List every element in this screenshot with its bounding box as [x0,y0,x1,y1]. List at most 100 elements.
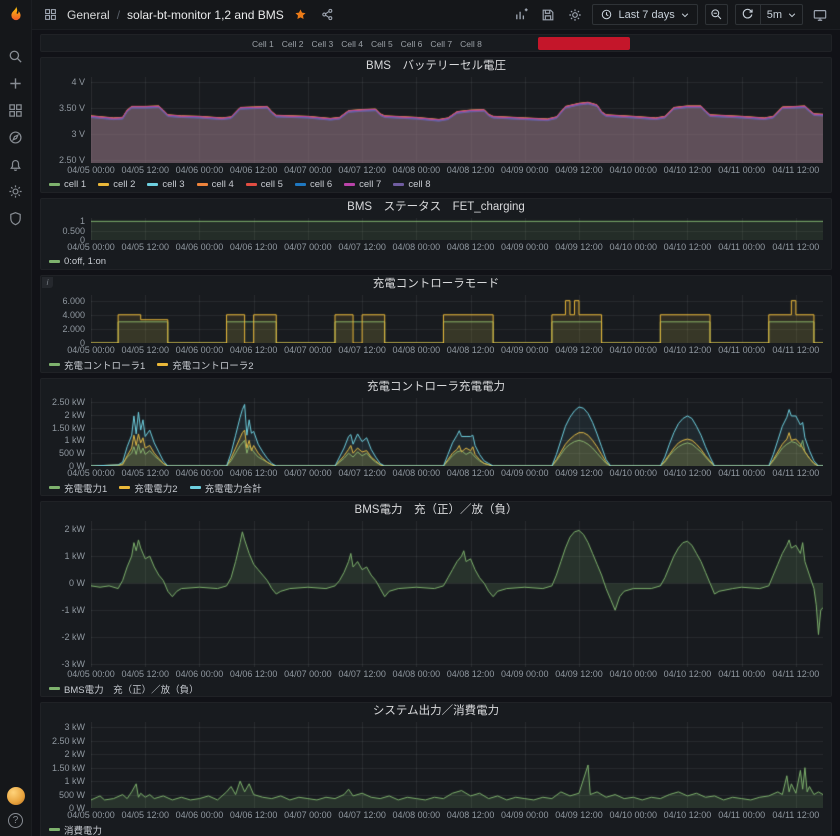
dashboard-settings-gear-icon[interactable] [565,5,585,25]
panel-title[interactable]: BMS電力 充（正）／放（負） [354,504,518,516]
x-axis-tick: 04/10 00:00 [609,345,657,355]
legend-color-mark [196,183,208,186]
legend-color-mark [393,183,405,186]
x-axis-tick: 04/05 00:00 [67,468,115,478]
legend-item[interactable]: cell 8 [393,179,431,190]
legend-color-mark [49,687,60,690]
chart-bms-power[interactable] [91,521,823,667]
x-axis-tick: 04/08 00:00 [392,165,441,175]
explore-compass-icon[interactable] [7,128,25,146]
legend-item[interactable]: 充電コントローラ2 [157,358,254,372]
plot-area: 4 V 3.50 V 3 V 2.50 V [41,75,831,165]
panel-title[interactable]: システム出力／消費電力 [372,705,500,717]
panel-bms-fet-charging: BMS ステータス FET_charging 1 0.500 0 04/05 00:00… [40,198,832,270]
save-dashboard-icon[interactable] [538,5,558,25]
legend-item[interactable]: 消費電力 [49,823,102,836]
legend-item[interactable]: cell 3 [147,179,185,190]
y-axis-tick: 3 V [71,129,85,140]
server-admin-shield-icon[interactable] [7,209,25,227]
x-axis-tick: 04/10 12:00 [663,345,712,355]
y-axis-tick: 3.50 V [58,103,85,114]
legend-item[interactable]: cell 7 [344,179,381,190]
favorite-star-icon[interactable] [291,5,311,25]
cell-header: Cell 1 [252,39,274,49]
x-axis-tick: 04/08 00:00 [392,345,441,355]
legend-item[interactable]: cell 6 [294,179,333,190]
legend-item[interactable]: cell 2 [98,179,135,190]
dashboards-grid-icon[interactable] [7,101,25,119]
x-axis-tick: 04/09 00:00 [500,810,549,820]
panel-title[interactable]: 充電コントローラモード [372,278,500,290]
dashboard-grid-icon[interactable] [40,5,60,25]
legend-item[interactable]: cell 1 [49,179,86,190]
configuration-gear-icon[interactable] [7,182,25,200]
legend-label: cell 5 [260,179,283,190]
y-axis-tick: 1 kW [64,776,85,787]
zoom-out-button[interactable] [704,4,728,25]
x-axis: 04/05 00:00 04/05 12:00 04/06 00:00 04/06 1… [41,468,831,480]
refresh-icon[interactable] [741,8,754,21]
x-axis-tick: 04/10 12:00 [663,669,712,679]
clipped-top-panel: Cell 1 Cell 2 Cell 3 Cell 4 Cell 5 Cell 6 Cell… [40,34,832,52]
create-plus-icon[interactable] [7,74,25,92]
x-axis: 04/05 00:00 04/05 12:00 04/06 00:00 04/06 1… [41,242,831,254]
chart-charge-controller-mode[interactable] [91,295,823,343]
legend-item[interactable]: cell 4 [196,179,234,190]
legend-color-mark [49,183,60,186]
breadcrumb-section[interactable]: General [67,7,110,22]
x-axis-tick: 04/06 00:00 [175,810,224,820]
panel-title[interactable]: BMS バッテリーセル電圧 [366,60,506,72]
x-axis: 04/05 00:00 04/05 12:00 04/06 00:00 04/06 1… [41,345,831,357]
legend-item[interactable]: 充電コントローラ1 [49,358,145,372]
legend-color-mark [119,486,131,489]
x-axis-tick: 04/06 12:00 [229,165,278,175]
legend-label: 充電電力合計 [204,483,262,495]
help-icon[interactable]: ? [8,813,23,828]
legend-item[interactable]: 0:off, 1:on [49,256,106,267]
x-axis-tick: 04/06 00:00 [175,242,224,252]
time-range-label: Last 7 days [618,8,675,21]
alerting-bell-icon[interactable] [7,155,25,173]
x-axis: 04/05 00:00 04/05 12:00 04/06 00:00 04/06 1… [41,810,831,822]
chart-charge-controller-power[interactable] [91,398,823,466]
kiosk-mode-icon[interactable] [810,5,830,25]
x-axis-tick: 04/11 00:00 [718,669,766,679]
panel-title[interactable]: BMS ステータス FET_charging [347,201,525,213]
breadcrumb: General / solar-bt-monitor 1,2 and BMS [40,5,338,25]
share-icon[interactable] [318,5,338,25]
refresh-interval-label: 5m [766,8,782,21]
cell-header-row: Cell 1 Cell 2 Cell 3 Cell 4 Cell 5 Cell 6 Cell… [252,39,482,49]
main-area: General / solar-bt-monitor 1,2 and BMS [32,0,840,836]
x-axis-tick: 04/11 00:00 [718,810,766,820]
legend-item[interactable]: 充電電力合計 [189,481,262,495]
panel-info-icon[interactable]: i [42,277,53,288]
panel-title[interactable]: 充電コントローラ充電電力 [367,381,505,393]
panel-bms-power: BMS電力 充（正）／放（負） 2 kW 1 kW 0 W -1 kW -2 kW -3 k… [40,501,832,697]
dashboard-title[interactable]: solar-bt-monitor 1,2 and BMS [127,7,284,22]
chart-bms-cell-voltage[interactable] [91,77,823,163]
legend-item[interactable]: BMS電力 充（正）／放（負） [49,682,199,696]
refresh-picker[interactable]: 5m [734,4,803,25]
x-axis-tick: 04/07 12:00 [338,242,386,252]
legend: 0:off, 1:on [41,254,831,269]
y-axis-tick: -1 kW [61,605,86,616]
chart-bms-fet-charging[interactable] [91,218,823,240]
time-range-picker[interactable]: Last 7 days [592,4,698,25]
search-icon[interactable] [7,47,25,65]
legend-item[interactable]: 充電電力1 [49,481,107,495]
alert-bar[interactable] [538,37,630,50]
y-axis-tick: 2.50 kW [51,735,85,746]
chart-system-consumption[interactable] [91,722,823,808]
x-axis-tick: 04/09 12:00 [555,468,603,478]
grafana-logo[interactable] [5,5,27,27]
legend-item[interactable]: 充電電力2 [119,481,178,495]
x-axis-tick: 04/07 00:00 [284,345,332,355]
legend-label: cell 6 [309,179,333,190]
legend-color-mark [344,183,356,186]
x-axis-tick: 04/05 00:00 [67,345,115,355]
add-panel-icon[interactable] [511,5,531,25]
user-avatar[interactable] [6,787,25,805]
legend-item[interactable]: cell 5 [245,179,283,190]
x-axis-tick: 04/11 00:00 [718,468,766,478]
sidebar: ? [0,0,32,836]
